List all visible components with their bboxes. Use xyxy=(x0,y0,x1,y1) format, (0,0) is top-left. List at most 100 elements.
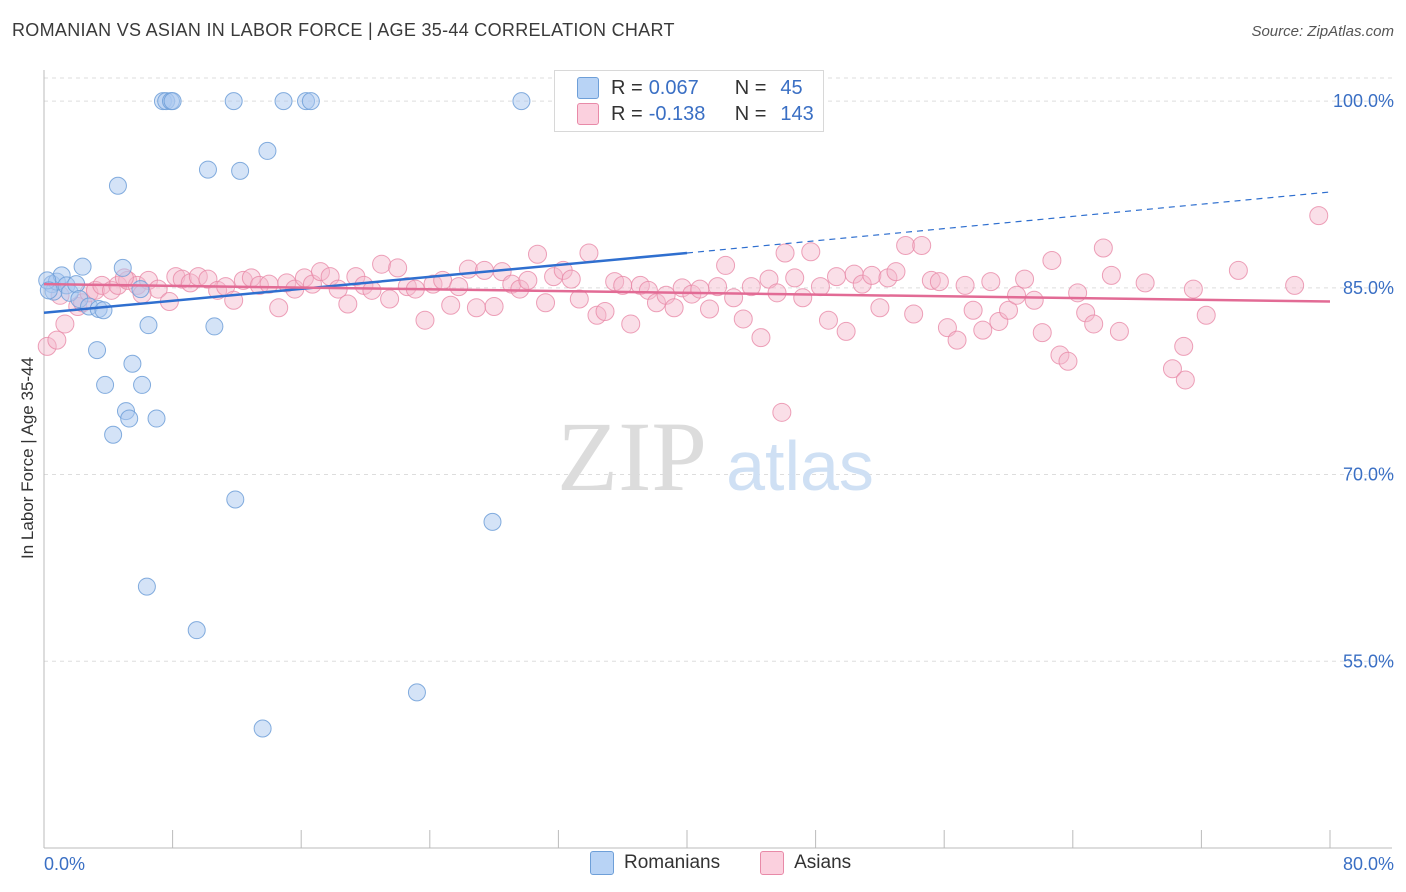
y-tick-label: 70.0% xyxy=(1343,465,1394,485)
asians-point xyxy=(1309,206,1329,226)
romanians-point xyxy=(96,375,115,394)
asians-legend-swatch xyxy=(760,851,785,875)
asians-point xyxy=(826,267,846,287)
romanians-point xyxy=(123,354,142,373)
chart-title: ROMANIAN VS ASIAN IN LABOR FORCE | AGE 3… xyxy=(12,20,675,40)
romanians-point xyxy=(88,341,107,360)
watermark-atlas: atlas xyxy=(726,427,874,505)
asians-point xyxy=(751,328,771,348)
romanians-n-label: N = xyxy=(734,76,767,99)
asians-point xyxy=(999,300,1018,320)
romanians-legend-label: Romanians xyxy=(624,852,721,873)
asians-point xyxy=(878,268,898,288)
asians-point xyxy=(989,311,1009,331)
romanians-n-value: 45 xyxy=(780,76,803,99)
asians-point xyxy=(388,258,408,278)
asians-point xyxy=(700,299,720,319)
asians-point xyxy=(1007,285,1027,305)
asians-point xyxy=(621,314,641,334)
romanians-point xyxy=(73,257,92,276)
romanians-point xyxy=(108,176,127,195)
y-tick-label: 55.0% xyxy=(1343,651,1394,671)
romanians-point xyxy=(226,490,245,509)
romanians-point xyxy=(187,621,206,640)
asians-point xyxy=(380,289,400,309)
asians-point xyxy=(595,301,615,321)
y-tick-label: 100.0% xyxy=(1333,91,1394,111)
legend-item-romanians[interactable]: Romanians xyxy=(590,851,720,875)
tick-labels: 55.0% 70.0% 85.0% 100.0% 0.0% 80.0% xyxy=(44,91,1394,874)
asians-point xyxy=(690,279,710,299)
asians-swatch xyxy=(577,103,599,125)
romanians-series xyxy=(38,92,531,738)
asians-n-label: N = xyxy=(734,102,767,125)
asians-point xyxy=(646,293,666,313)
asians-point xyxy=(810,277,830,297)
romanians-point xyxy=(512,92,531,111)
source-label: Source: ZipAtlas.com xyxy=(1251,23,1394,40)
asians-point xyxy=(338,294,358,314)
asians-point xyxy=(1228,260,1248,280)
romanians-point xyxy=(94,301,113,320)
asians-point xyxy=(269,298,289,318)
asians-r-value: -0.138 xyxy=(648,102,706,125)
asians-point xyxy=(785,268,805,288)
asians-point xyxy=(733,309,753,329)
asians-point xyxy=(1084,314,1104,334)
asians-point xyxy=(836,321,856,341)
asians-point xyxy=(921,270,941,290)
romanians-legend-swatch xyxy=(590,851,614,875)
y-axis-label: In Labor Force | Age 35-44 xyxy=(18,357,37,559)
asians-point xyxy=(818,310,838,330)
romanians-point xyxy=(131,280,150,299)
asians-point xyxy=(1042,250,1062,270)
romanians-point xyxy=(139,316,158,335)
romanians-point xyxy=(198,160,217,179)
romanians-trend-extension xyxy=(686,191,1331,254)
legend-item-asians[interactable]: Asians xyxy=(760,851,851,875)
asians-point xyxy=(708,277,728,297)
romanians-r-value: 0.067 xyxy=(648,76,699,99)
asians-point xyxy=(397,277,417,297)
asians-point xyxy=(724,288,744,308)
romanians-point xyxy=(253,719,272,738)
asians-n-value: 143 xyxy=(780,102,814,125)
asians-point xyxy=(569,289,589,309)
asians-point xyxy=(772,402,792,422)
romanians-point xyxy=(274,92,293,111)
asians-point xyxy=(947,330,967,350)
asians-point xyxy=(415,310,435,330)
asians-point xyxy=(484,297,504,317)
asians-point xyxy=(793,288,813,308)
asians-legend-label: Asians xyxy=(794,852,852,873)
asians-point xyxy=(929,272,949,292)
axes xyxy=(43,70,1392,849)
asians-point xyxy=(1032,323,1052,343)
asians-point xyxy=(466,298,486,318)
romanians-point xyxy=(163,92,182,111)
romanians-swatch xyxy=(577,77,599,99)
asians-point xyxy=(801,242,821,262)
asians-point xyxy=(449,277,469,297)
asians-point xyxy=(1183,279,1203,299)
watermark-zip: ZIP xyxy=(557,401,707,512)
asians-point xyxy=(886,262,906,282)
asians-point xyxy=(904,304,924,324)
asians-point xyxy=(775,243,795,263)
asians-point xyxy=(981,272,1001,292)
asians-point xyxy=(372,254,392,274)
asians-point xyxy=(1135,273,1155,293)
asians-point xyxy=(1015,269,1035,289)
watermark: ZIP atlas xyxy=(557,401,874,512)
asians-point xyxy=(1093,238,1113,258)
romanians-trend-line xyxy=(43,251,688,314)
romanians-point xyxy=(301,92,320,111)
romanians-point xyxy=(133,375,152,394)
asians-point xyxy=(37,336,57,356)
asians-point xyxy=(912,236,932,256)
asians-point xyxy=(458,259,478,279)
asians-point xyxy=(973,320,993,340)
stats-legend: R = 0.067 N = 45 R = -0.138 N = 143 xyxy=(554,70,824,132)
asians-point xyxy=(870,298,890,318)
